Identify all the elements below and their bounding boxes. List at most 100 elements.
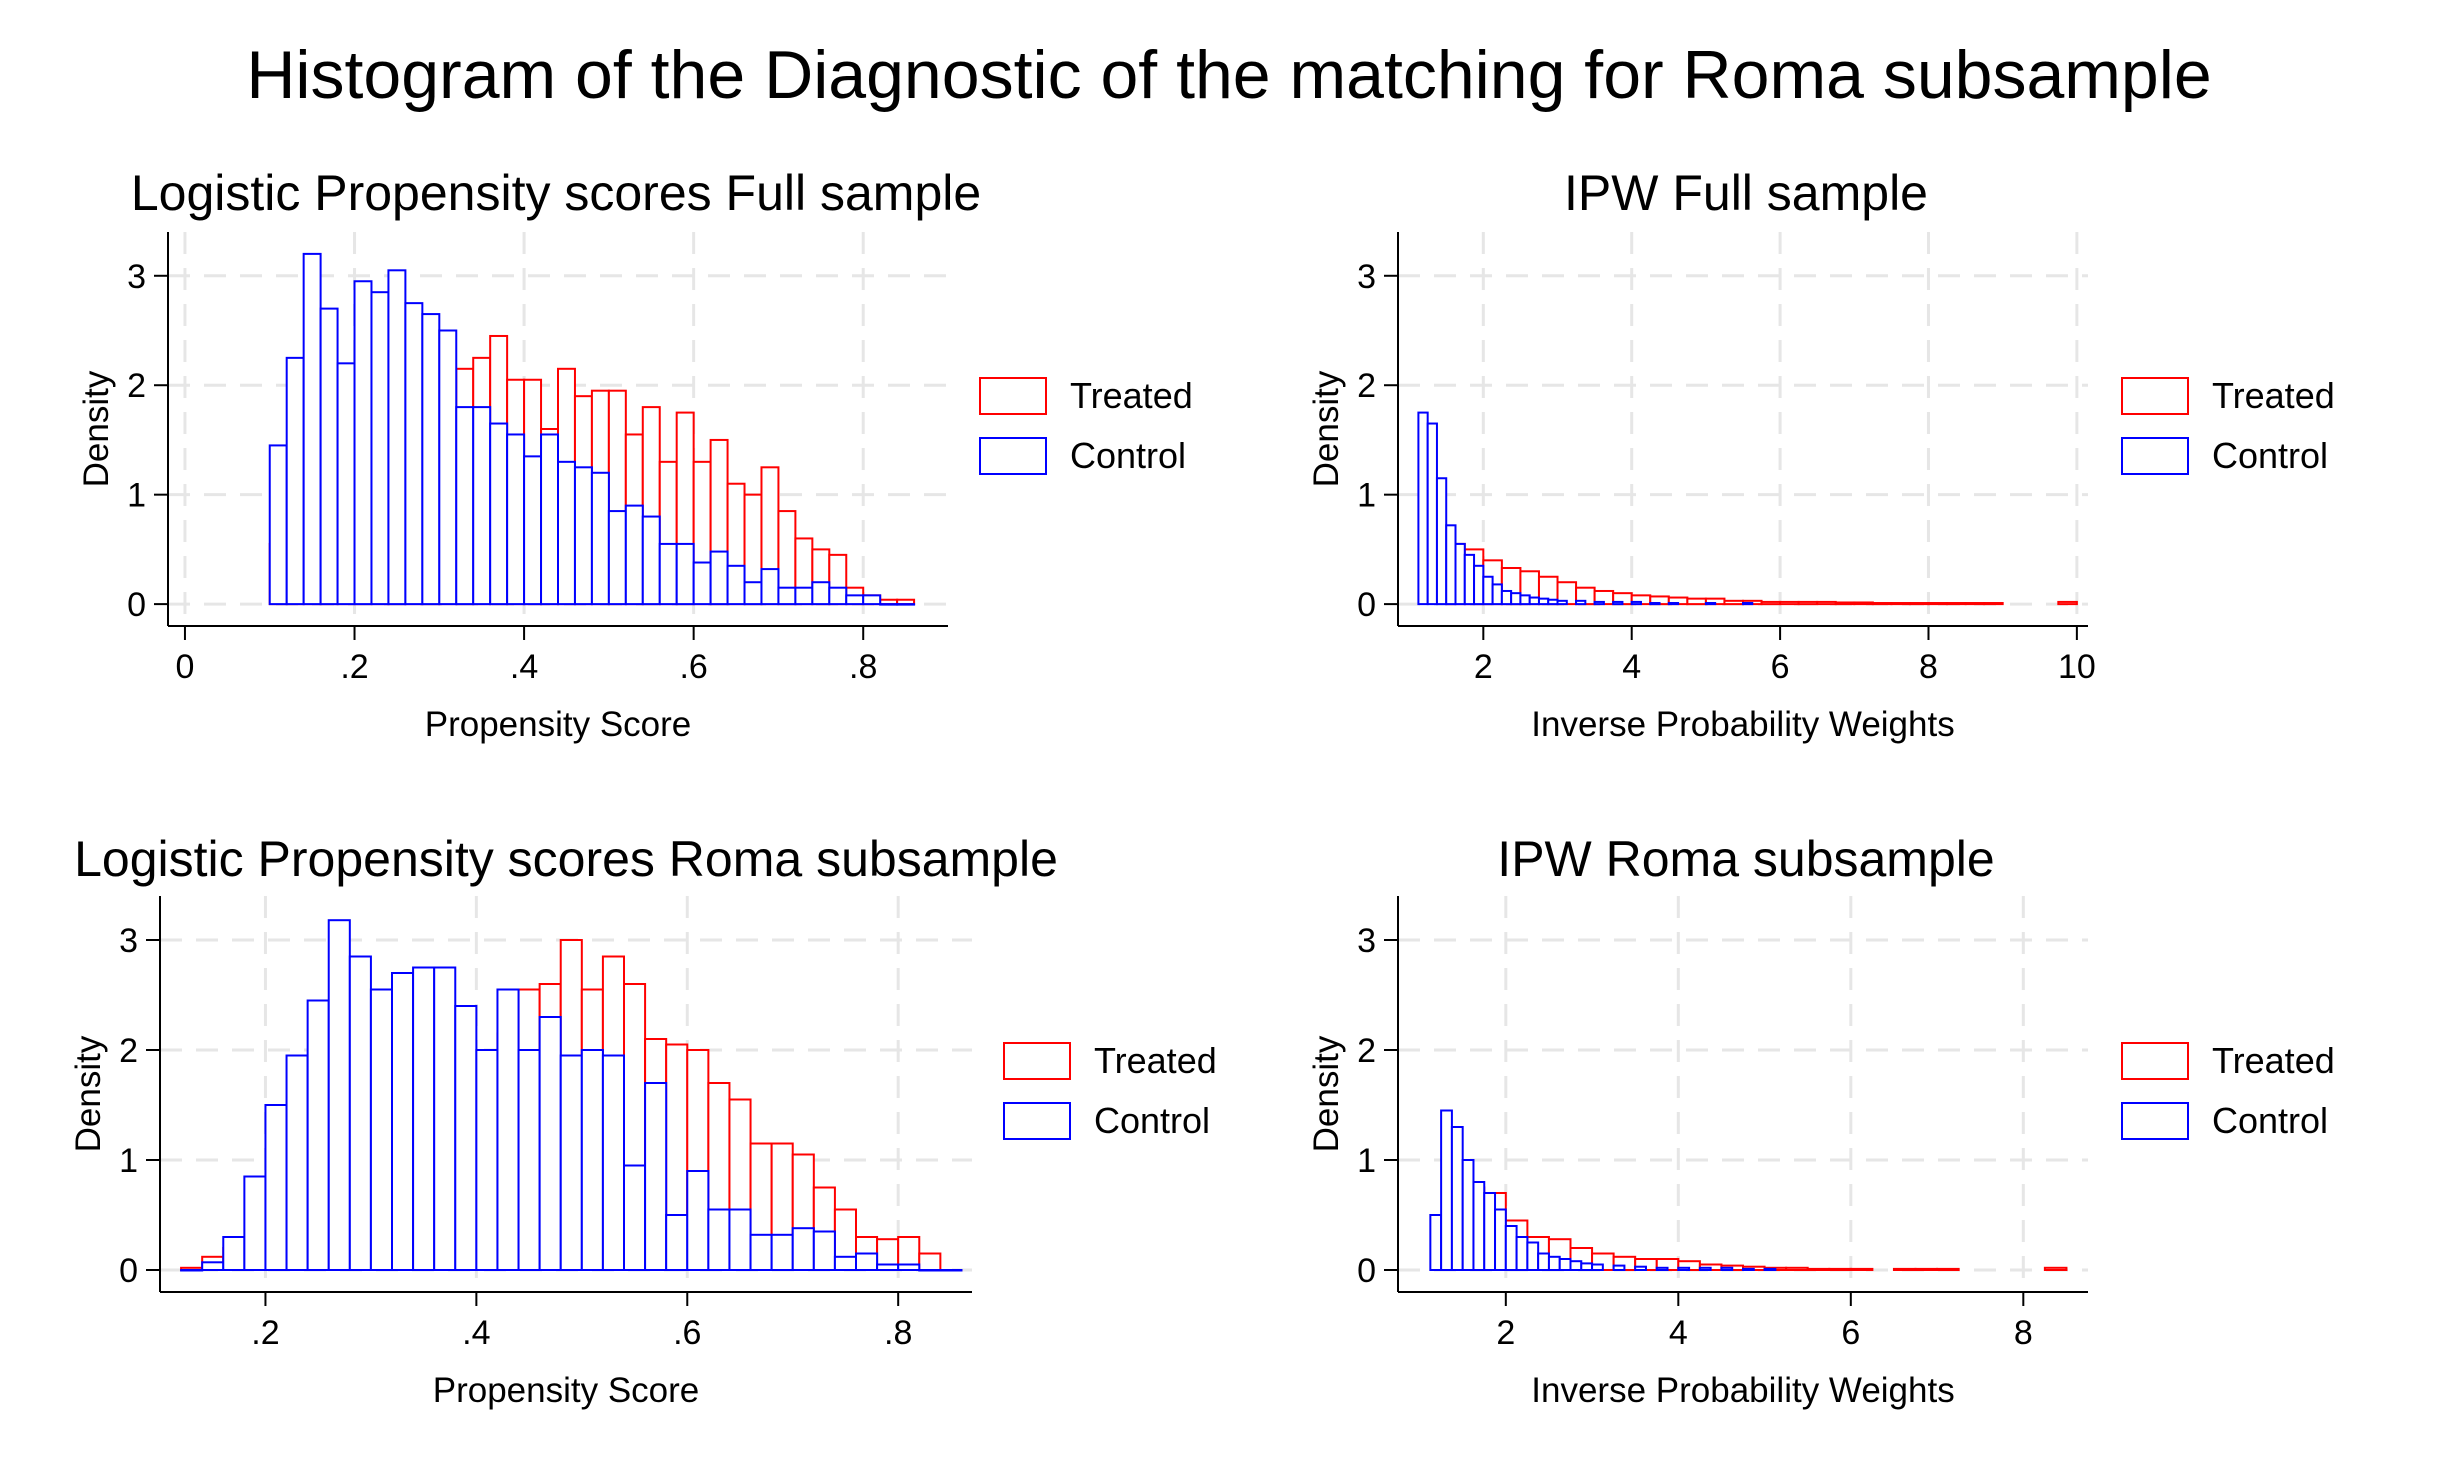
chart-title: IPW Roma subsample <box>1497 831 1994 887</box>
x-tick-label: .2 <box>251 1314 279 1352</box>
control-bar <box>896 603 916 606</box>
treated-bar <box>1892 1267 1917 1272</box>
y-axis-label: Density <box>77 370 116 487</box>
control-bar <box>939 1269 963 1272</box>
control-bar <box>1483 1192 1497 1271</box>
control-bar <box>370 291 390 606</box>
x-tick-label: 8 <box>2014 1314 2033 1352</box>
control-bar <box>686 1170 710 1271</box>
legend-label-treated: Treated <box>2212 375 2335 416</box>
x-tick-label: 2 <box>1474 648 1493 686</box>
control-bar <box>489 422 509 606</box>
control-bar <box>1494 1208 1507 1271</box>
y-tick-label: 1 <box>1357 1142 1376 1180</box>
control-bar <box>1634 1265 1647 1271</box>
treated-bar <box>1806 1267 1831 1272</box>
control-bar <box>876 1263 900 1271</box>
control-bar <box>811 581 831 606</box>
control-bar <box>1537 597 1550 606</box>
legend-swatch-treated <box>1003 1042 1071 1080</box>
treated-bar <box>1914 1267 1939 1272</box>
control-bar <box>1649 602 1661 606</box>
control-bar <box>201 1261 225 1272</box>
control-bar <box>590 471 610 606</box>
control-bar <box>707 1208 731 1271</box>
control-bar <box>369 988 393 1271</box>
control-bar <box>302 252 322 606</box>
control-bar <box>1655 1266 1669 1272</box>
chart-panel-ipw-full: 2 4 6 8 10 0 1 2 3 IPW Full sample Inverse Probabi… <box>1307 165 2335 744</box>
control-bar <box>1417 411 1429 606</box>
control-bar <box>559 1054 583 1271</box>
treated-bar <box>918 1252 942 1271</box>
control-bar <box>573 466 593 606</box>
control-bar <box>1504 1225 1518 1271</box>
control-bar <box>728 1208 752 1271</box>
x-axis-label: Propensity Score <box>425 705 692 744</box>
control-bar <box>506 433 526 606</box>
control-bar <box>1580 1262 1594 1272</box>
legend-swatch-treated <box>979 377 1047 415</box>
control-bar <box>285 356 305 606</box>
control-bar <box>285 1054 309 1271</box>
control-bar <box>1435 477 1448 606</box>
control-bar <box>1569 1260 1583 1271</box>
control-bar <box>391 972 415 1271</box>
control-bar <box>412 966 436 1271</box>
y-axis-label: Density <box>69 1035 108 1152</box>
control-bar <box>472 406 492 606</box>
x-axis-label: Propensity Score <box>433 1371 700 1410</box>
control-bar <box>353 280 373 606</box>
control-bar <box>1510 592 1522 606</box>
control-bar <box>770 1233 794 1272</box>
control-bar <box>709 550 729 606</box>
y-tick-label: 0 <box>127 586 146 624</box>
control-bar <box>1742 602 1754 606</box>
legend-label-treated: Treated <box>1070 375 1193 416</box>
control-bar <box>726 564 746 606</box>
control-bar <box>665 1214 689 1271</box>
treated-bar <box>1853 601 1874 606</box>
control-bar <box>607 510 627 606</box>
control-bar <box>879 603 899 606</box>
x-tick-label: 4 <box>1669 1314 1688 1352</box>
chart-title: Logistic Propensity scores Roma subsampl… <box>74 831 1058 887</box>
control-bar <box>675 542 695 606</box>
control-bar <box>222 1236 246 1271</box>
y-tick-label: 2 <box>127 367 146 405</box>
control-bar <box>421 313 441 606</box>
x-tick-label: .8 <box>849 648 877 686</box>
control-bar <box>760 568 780 606</box>
control-bar <box>433 966 457 1271</box>
y-tick-label: 2 <box>1357 367 1376 405</box>
control-bar <box>623 1164 647 1271</box>
treated-bar <box>1890 602 1911 606</box>
legend-label-control: Control <box>1094 1100 1210 1141</box>
legend-label-treated: Treated <box>1094 1040 1217 1081</box>
control-bar <box>918 1269 942 1272</box>
control-bar <box>1612 600 1624 606</box>
control-bar <box>1704 602 1717 606</box>
control-bar <box>580 1049 604 1271</box>
control-bar <box>1537 1252 1550 1271</box>
control-bar <box>1763 1267 1777 1272</box>
legend-swatch-control <box>1003 1102 1071 1140</box>
control-bar <box>1500 589 1513 606</box>
treated-bar <box>2057 600 2078 606</box>
y-tick-label: 3 <box>127 258 146 296</box>
control-bar <box>658 542 678 606</box>
legend-label-control: Control <box>2212 435 2328 476</box>
y-axis-label: Density <box>1307 1035 1346 1152</box>
chart-title: Logistic Propensity scores Full sample <box>131 165 981 221</box>
control-bar <box>777 586 797 606</box>
legend-label-treated: Treated <box>2212 1040 2335 1081</box>
treated-bar <box>1983 602 2004 606</box>
control-bar <box>897 1263 921 1271</box>
chart-panel-ipw-roma: 2 4 6 8 0 1 2 3 IPW Roma subsample Inverse Probab… <box>1307 831 2335 1410</box>
control-bar <box>1547 1255 1561 1272</box>
x-tick-label: .2 <box>340 648 368 686</box>
x-tick-label: 6 <box>1841 1314 1860 1352</box>
control-bar <box>538 1016 562 1271</box>
control-bar <box>862 594 882 606</box>
control-bar <box>601 1054 626 1271</box>
